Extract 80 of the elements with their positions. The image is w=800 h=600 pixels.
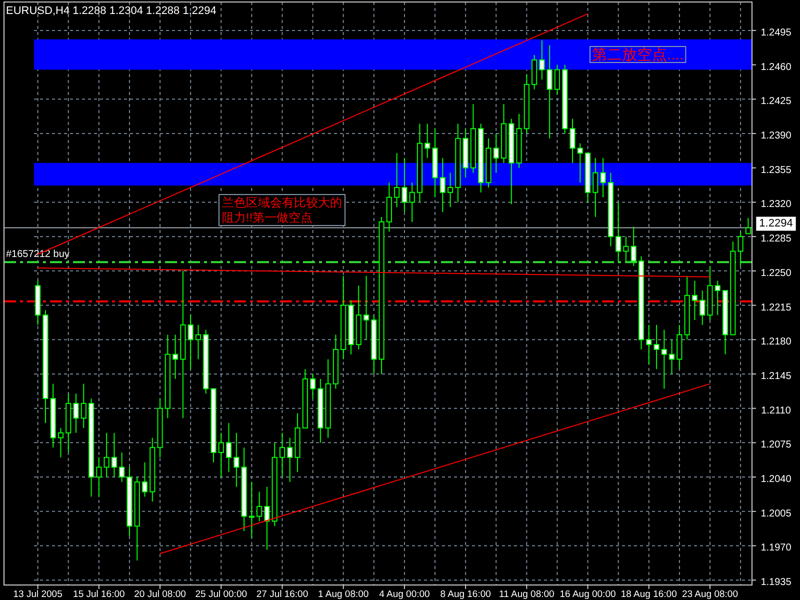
candlestick xyxy=(692,280,698,320)
y-tick-label: 1.2075 xyxy=(760,440,792,451)
candlestick xyxy=(256,491,262,522)
candlestick xyxy=(402,158,408,213)
candlestick xyxy=(738,231,744,267)
y-tick-label: 1.2145 xyxy=(760,370,792,382)
y-tick-label: 1.2215 xyxy=(760,302,792,314)
candlestick xyxy=(142,462,148,498)
y-tick-label: 1.2040 xyxy=(760,474,792,486)
ref-line-label: 1.2294 xyxy=(759,218,793,230)
y-tick-label: 1.2460 xyxy=(760,62,792,73)
y-tick-label: 1.2005 xyxy=(760,508,792,520)
candlestick xyxy=(577,142,583,184)
candlestick xyxy=(616,202,622,262)
y-tick-label: 1.1935 xyxy=(760,577,792,588)
candlestick xyxy=(661,329,667,390)
band-label: 兰色区域会有比较大的阻力!!第一做空点 xyxy=(218,194,346,226)
candlestick xyxy=(654,324,660,370)
x-tick-label: 20 Jul 08:00 xyxy=(134,589,186,600)
candlestick xyxy=(424,123,430,159)
candlestick xyxy=(248,481,254,538)
candlestick xyxy=(714,280,720,316)
y-tick-label: 1.2355 xyxy=(760,164,792,176)
candlestick xyxy=(546,44,552,139)
y-tick-label: 1.2425 xyxy=(760,96,792,108)
candlestick xyxy=(745,217,751,234)
candlestick xyxy=(447,172,454,208)
candlestick xyxy=(188,314,194,370)
candlestick xyxy=(570,118,576,164)
candlestick xyxy=(226,422,232,473)
candlestick xyxy=(394,152,400,208)
x-tick-label: 11 Aug 08:00 xyxy=(499,589,554,600)
y-tick-label: 1.2495 xyxy=(760,27,792,38)
candlestick xyxy=(58,427,64,458)
y-tick-label: 1.2390 xyxy=(760,130,792,142)
candlestick xyxy=(172,334,178,380)
candlestick xyxy=(111,432,117,478)
y-tick-label: 1.2250 xyxy=(760,268,792,279)
chart-title: EURUSD,H4 1.2288 1.2304 1.2288 1.2294 xyxy=(6,5,216,17)
candlestick xyxy=(104,432,110,478)
candlestick xyxy=(623,236,629,262)
candlestick xyxy=(600,158,606,198)
y-tick-label: 1.2285 xyxy=(760,234,792,245)
x-tick-label: 4 Aug 00:00 xyxy=(379,589,430,600)
candlestick xyxy=(119,452,125,482)
y-tick-label: 1.2110 xyxy=(761,405,792,416)
candlestick xyxy=(363,275,370,340)
candlestick xyxy=(96,456,102,498)
candlestick xyxy=(234,432,240,488)
candlestick xyxy=(669,339,675,374)
candlestick xyxy=(409,182,415,222)
x-tick-label: 25 Jul 00:00 xyxy=(195,589,248,600)
candlestick xyxy=(287,437,293,482)
x-tick-label: 27 Jul 16:00 xyxy=(256,589,308,600)
candlestick xyxy=(630,226,636,267)
x-tick-label: 8 Aug 16:00 xyxy=(440,589,491,600)
candlestick xyxy=(310,373,316,400)
band-label: 第二放空点.... xyxy=(592,46,684,64)
y-tick-label: 1.1970 xyxy=(760,542,792,554)
y-tick-label: 1.2320 xyxy=(760,199,792,210)
x-tick-label: 15 Jul 16:00 xyxy=(73,589,125,600)
x-tick-label: 1 Aug 08:00 xyxy=(318,589,369,600)
candlestick xyxy=(440,158,446,213)
candlestick xyxy=(279,432,286,478)
x-tick-label: 23 Aug 08:00 xyxy=(682,589,738,600)
y-tick-label: 1.2180 xyxy=(760,336,792,348)
candlestick xyxy=(264,486,270,550)
x-tick-label: 18 Aug 16:00 xyxy=(620,589,677,600)
candlestick xyxy=(539,40,545,80)
candlestick xyxy=(195,324,202,360)
candlestick xyxy=(646,324,652,365)
x-tick-label: 13 Jul 2005 xyxy=(13,589,62,600)
candlestick xyxy=(73,393,79,434)
x-tick-label: 16 Aug 00:00 xyxy=(560,589,616,600)
candlestick xyxy=(218,432,224,478)
candlestick xyxy=(80,383,86,428)
candlestick xyxy=(493,133,499,174)
candlestick xyxy=(592,158,598,218)
candlestick xyxy=(700,290,706,326)
candlestick xyxy=(554,64,560,95)
